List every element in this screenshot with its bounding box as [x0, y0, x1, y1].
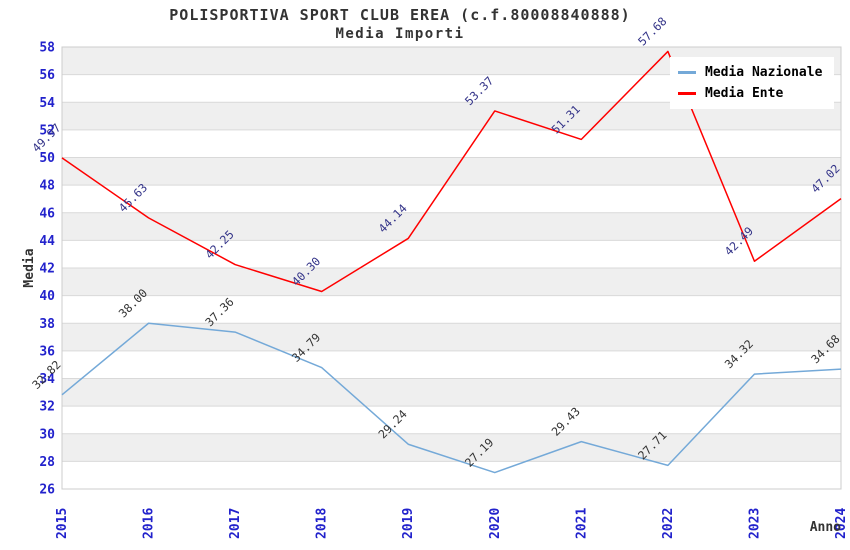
legend-item-media-ente: Media Ente: [678, 83, 822, 104]
x-tick-label: 2015: [55, 508, 70, 539]
series-line-media-ente: [61, 50, 842, 293]
y-tick-label: 40: [39, 289, 55, 304]
plot-border: [61, 46, 842, 490]
y-tick-label: 28: [39, 455, 55, 470]
plot-band: [62, 378, 841, 407]
plot-band: [62, 157, 841, 186]
legend-label: Media Ente: [705, 86, 784, 101]
legend-item-media-nazionale: Media Nazionale: [678, 62, 822, 83]
plot-band: [62, 240, 841, 268]
y-tick-label: 32: [39, 400, 55, 415]
y-tick-label: 30: [39, 427, 55, 442]
x-tick-label: 2024: [834, 508, 849, 539]
y-axis-title: Media: [22, 248, 37, 287]
legend: Media Nazionale Media Ente: [670, 57, 835, 109]
plot-band: [62, 268, 841, 296]
y-tick-label: 50: [39, 151, 55, 166]
plot-band: [62, 433, 841, 462]
y-tick-label: 38: [39, 317, 55, 332]
y-tick-label: 26: [39, 483, 55, 498]
x-tick-label: 2017: [228, 508, 243, 539]
data-point-label: 57.68: [635, 14, 669, 48]
series-line-media-nazionale: [61, 322, 842, 474]
x-tick-label: 2023: [747, 508, 762, 539]
y-tick-label: 48: [39, 179, 55, 194]
y-tick-label: 52: [39, 123, 55, 138]
y-tick-label: 44: [39, 234, 55, 249]
plot-band: [62, 129, 841, 158]
x-tick-label: 2019: [401, 508, 416, 539]
y-tick-label: 54: [39, 96, 55, 111]
y-tick-label: 58: [39, 41, 55, 56]
legend-label: Media Nazionale: [705, 65, 823, 80]
plot-band: [62, 295, 841, 324]
y-tick-label: 56: [39, 68, 55, 83]
y-tick-label: 46: [39, 206, 55, 221]
plot-band: [62, 461, 841, 489]
x-axis-title: Anno: [810, 520, 841, 535]
x-tick-label: 2021: [574, 508, 589, 539]
plot-band: [62, 323, 841, 351]
y-tick-label: 42: [39, 262, 55, 277]
media-nazionale-line-marker-icon: [678, 71, 696, 74]
y-tick-label: 34: [39, 372, 55, 387]
plot-band: [62, 185, 841, 213]
chart-subtitle: Media Importi: [335, 26, 465, 42]
x-tick-label: 2020: [488, 508, 503, 539]
x-tick-label: 2016: [142, 508, 157, 539]
x-tick-label: 2018: [315, 508, 330, 539]
plot-band: [62, 406, 841, 434]
plot-band: [62, 350, 841, 379]
x-tick-label: 2022: [661, 508, 676, 539]
y-tick-label: 36: [39, 344, 55, 359]
chart-title: POLISPORTIVA SPORT CLUB EREA (c.f.800088…: [169, 6, 631, 24]
plot-band: [62, 212, 841, 241]
media-ente-line-marker-icon: [678, 92, 696, 95]
